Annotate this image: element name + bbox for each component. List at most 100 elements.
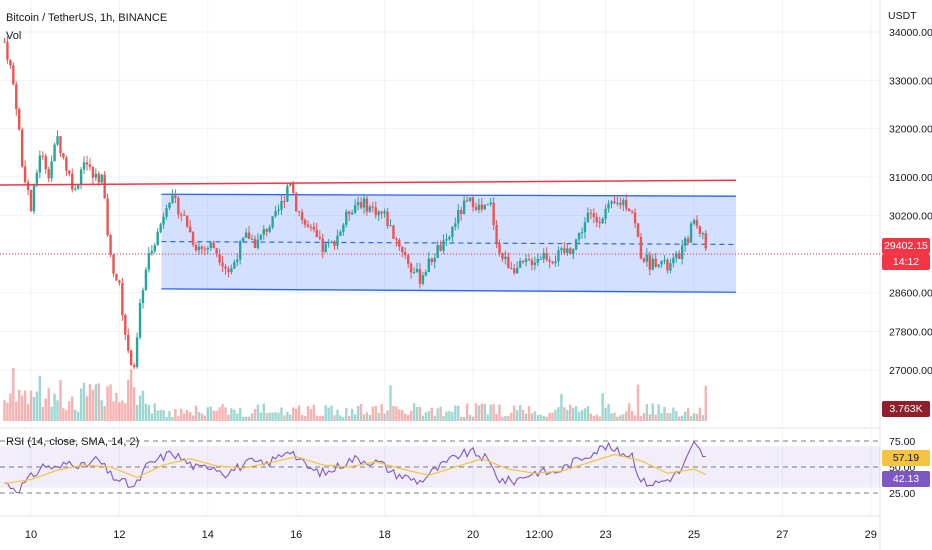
volume-bar xyxy=(380,404,383,421)
candle-body xyxy=(383,211,386,214)
volume-bar xyxy=(548,413,551,421)
price-axis-label: 31000.00 xyxy=(889,172,932,184)
volume-bar xyxy=(430,407,433,421)
volume-bar xyxy=(468,414,472,421)
candle-body xyxy=(174,195,177,199)
rsi-ma-tag: 42.13 xyxy=(882,471,930,487)
candle-body xyxy=(592,213,596,217)
candle-body xyxy=(513,268,516,274)
volume-bar xyxy=(29,390,33,421)
candle-body xyxy=(336,235,339,246)
volume-bar xyxy=(3,400,6,421)
candle-body xyxy=(250,238,254,240)
candle-body xyxy=(168,202,171,209)
candle-body xyxy=(551,261,554,264)
candle-body xyxy=(15,84,18,110)
time-axis-label: 16 xyxy=(290,529,302,541)
candle-body xyxy=(566,248,569,253)
volume-bar xyxy=(244,416,248,421)
candle-body xyxy=(289,183,292,186)
candle-body xyxy=(374,207,377,216)
candle-body xyxy=(607,203,610,209)
candle-body xyxy=(389,225,392,227)
volume-bar xyxy=(368,415,372,421)
candle-body xyxy=(436,245,439,259)
candle-body xyxy=(247,232,251,239)
volume-bar xyxy=(427,411,430,421)
volume-bar xyxy=(348,415,351,421)
candle-body xyxy=(324,243,327,253)
candle-body xyxy=(409,263,413,273)
volume-bar xyxy=(132,387,136,421)
time-axis-label: 10 xyxy=(25,529,37,541)
volume-bar xyxy=(94,384,98,421)
channel-lower-line xyxy=(161,288,736,293)
candle-body xyxy=(32,185,36,212)
volume-bar xyxy=(625,411,628,421)
volume-bar xyxy=(672,407,675,421)
candle-body xyxy=(59,136,62,154)
volume-bar xyxy=(424,412,428,421)
volume-bar xyxy=(521,409,525,421)
candle-body xyxy=(144,269,148,291)
volume-bar xyxy=(309,408,313,421)
candle-body xyxy=(180,214,183,216)
candle-body xyxy=(427,258,430,273)
candle-body xyxy=(26,182,30,191)
volume-bar xyxy=(227,414,230,421)
candle-body xyxy=(507,256,510,269)
volume-bar xyxy=(121,400,124,421)
volume-bar xyxy=(418,406,422,421)
candle-body xyxy=(221,262,224,267)
candle-body xyxy=(530,260,534,266)
time-axis-label: 18 xyxy=(378,529,390,541)
volume-bar xyxy=(350,408,354,421)
volume-bar xyxy=(180,408,183,421)
candle-body xyxy=(65,157,68,171)
volume-bar xyxy=(371,406,375,421)
candle-body xyxy=(495,224,498,244)
volume-bar xyxy=(454,405,457,421)
volume-bar xyxy=(474,403,478,421)
channel-fill xyxy=(161,194,736,293)
grid-layer xyxy=(0,0,880,516)
candle-body xyxy=(356,202,360,206)
volume-bar xyxy=(545,416,548,421)
candle-body xyxy=(156,231,159,246)
volume-bar xyxy=(286,411,289,421)
rsi-legend: RSI (14, close, SMA, 14, 2) xyxy=(6,436,140,448)
volume-bar xyxy=(162,410,165,421)
candle-body xyxy=(141,290,145,304)
candle-body xyxy=(401,246,404,253)
volume-bar xyxy=(598,416,601,421)
volume-bar xyxy=(209,406,212,421)
candle-body xyxy=(159,224,162,232)
candle-body xyxy=(309,226,313,228)
volume-bar xyxy=(221,403,224,421)
candle-body xyxy=(241,237,245,242)
candle-body xyxy=(47,169,50,179)
candle-body xyxy=(18,109,21,130)
candle-body xyxy=(445,239,448,241)
candle-body xyxy=(233,262,236,269)
volume-bar xyxy=(627,403,631,421)
candle-body xyxy=(415,269,419,273)
volume-bar xyxy=(604,407,607,421)
candle-body xyxy=(598,222,601,224)
candle-body xyxy=(451,227,454,237)
volume-bar xyxy=(374,405,377,421)
candle-body xyxy=(421,275,425,284)
volume-bar xyxy=(504,416,507,421)
volume-bar xyxy=(433,415,436,421)
volume-bar xyxy=(663,406,666,421)
candle-body xyxy=(297,211,301,213)
candle-body xyxy=(209,242,212,248)
price-pane[interactable] xyxy=(0,0,880,424)
candle-body xyxy=(660,261,663,265)
volume-bar xyxy=(583,408,587,421)
candle-body xyxy=(678,253,681,259)
price-axis-label: 27000.00 xyxy=(889,365,932,377)
chart-title: Bitcoin / TetherUS, 1h, BINANCE xyxy=(6,12,168,24)
candle-body xyxy=(365,198,369,212)
